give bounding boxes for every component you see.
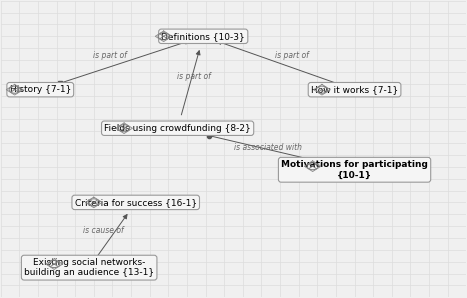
Text: Motivations for participating
{10-1}: Motivations for participating {10-1} bbox=[281, 160, 428, 179]
Text: Definitions {10-3}: Definitions {10-3} bbox=[162, 32, 245, 41]
Text: Existing social networks-
building an audience {13-1}: Existing social networks- building an au… bbox=[24, 258, 154, 277]
Text: is part of: is part of bbox=[93, 51, 127, 60]
Text: How it works {7-1}: How it works {7-1} bbox=[311, 85, 398, 94]
Text: is part of: is part of bbox=[275, 51, 309, 60]
Text: Fields using crowdfunding {8-2}: Fields using crowdfunding {8-2} bbox=[104, 124, 251, 133]
Text: Criteria for success {16-1}: Criteria for success {16-1} bbox=[75, 198, 197, 207]
Text: is associated with: is associated with bbox=[234, 143, 303, 152]
Text: History {7-1}: History {7-1} bbox=[10, 85, 71, 94]
Text: is part of: is part of bbox=[177, 72, 211, 81]
Text: is cause of: is cause of bbox=[83, 226, 123, 235]
